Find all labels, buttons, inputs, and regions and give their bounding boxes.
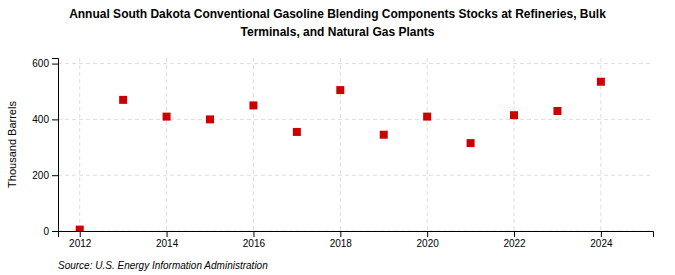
tick-mark bbox=[427, 231, 428, 237]
tick-label: 200 bbox=[32, 170, 49, 181]
tick: 2018 bbox=[330, 231, 353, 249]
point bbox=[597, 78, 605, 86]
tick-mark bbox=[52, 175, 58, 176]
tick-label: 2024 bbox=[590, 238, 613, 249]
grid bbox=[58, 58, 653, 231]
axis-line bbox=[59, 232, 654, 238]
grid-line bbox=[166, 58, 167, 231]
point bbox=[336, 86, 344, 94]
tick-label: 400 bbox=[32, 114, 49, 125]
tick-mark bbox=[52, 231, 58, 232]
point bbox=[206, 115, 214, 123]
point bbox=[423, 113, 431, 121]
axis-line bbox=[52, 59, 59, 232]
point bbox=[293, 128, 301, 136]
tick-mark bbox=[52, 119, 58, 120]
tick-mark bbox=[514, 231, 515, 237]
chart-svg: Annual South Dakota Conventional Gasolin… bbox=[0, 0, 675, 275]
point bbox=[510, 111, 518, 119]
y-axis-title: Thousand Barrels bbox=[6, 101, 18, 188]
grid-line bbox=[58, 175, 653, 176]
tick-mark bbox=[253, 231, 254, 237]
chart-container: Annual South Dakota Conventional Gasolin… bbox=[0, 0, 675, 275]
tick-label: 2018 bbox=[330, 238, 353, 249]
point bbox=[380, 131, 388, 139]
grid-line bbox=[58, 63, 653, 64]
point bbox=[76, 226, 84, 231]
point bbox=[249, 101, 257, 109]
grid-line bbox=[253, 58, 254, 231]
grid-line bbox=[340, 58, 341, 231]
tick-mark bbox=[167, 231, 168, 237]
tick-label: 2022 bbox=[503, 238, 526, 249]
tick-label: 2012 bbox=[69, 238, 92, 249]
tick: 0 bbox=[43, 226, 58, 237]
tick-mark bbox=[340, 231, 341, 237]
tick: 2024 bbox=[590, 231, 613, 249]
tick-label: 2014 bbox=[156, 238, 179, 249]
tick-label: 600 bbox=[32, 58, 49, 69]
tick-label: 2020 bbox=[417, 238, 440, 249]
tick: 2022 bbox=[503, 231, 526, 249]
tick-mark bbox=[601, 231, 602, 237]
tick: 600 bbox=[32, 58, 58, 69]
tick: 2012 bbox=[69, 231, 92, 249]
tick: 400 bbox=[32, 114, 58, 125]
tick-mark bbox=[52, 64, 58, 65]
tick: 200 bbox=[32, 170, 58, 181]
point bbox=[163, 113, 171, 121]
tick: 2014 bbox=[156, 231, 179, 249]
points bbox=[76, 78, 605, 231]
grid-line bbox=[79, 58, 80, 231]
y-axis: 0 200 400 600 bbox=[32, 58, 58, 236]
grid-line bbox=[58, 119, 653, 120]
grid-line bbox=[427, 58, 428, 231]
tick: 2016 bbox=[243, 231, 266, 249]
grid-line bbox=[514, 58, 515, 231]
tick-label: 2016 bbox=[243, 238, 266, 249]
plot-area: 2012 2014 2016 2018 2020 2022 2024 0 200 400 600 Th… bbox=[6, 58, 654, 249]
x-axis: 2012 2014 2016 2018 2020 2022 2024 bbox=[59, 231, 654, 249]
title: Annual South Dakota Conventional Gasolin… bbox=[69, 7, 606, 21]
annotation: Source: U.S. Energy Information Administ… bbox=[58, 260, 268, 271]
tick-mark bbox=[80, 231, 81, 237]
point bbox=[553, 107, 561, 115]
tick-label: 0 bbox=[43, 226, 49, 237]
point bbox=[467, 139, 475, 147]
subtitle: Terminals, and Natural Gas Plants bbox=[241, 25, 435, 39]
point bbox=[119, 96, 127, 104]
tick: 2020 bbox=[417, 231, 440, 249]
